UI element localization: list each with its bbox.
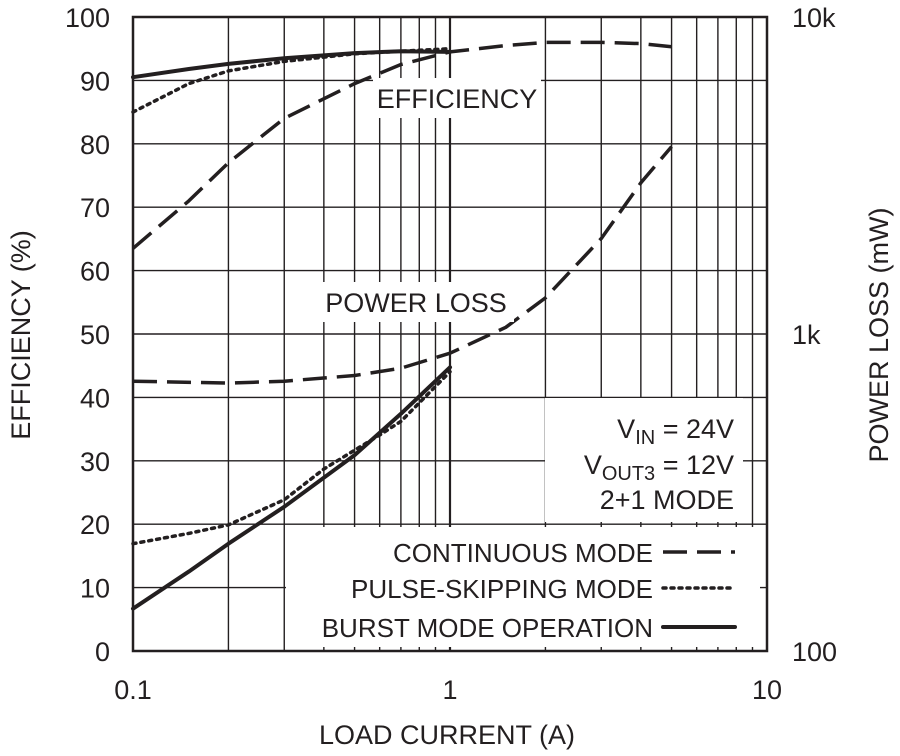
legend: CONTINUOUS MODE PULSE-SKIPPING MODE BURST … <box>286 527 760 647</box>
power-loss-label-background <box>318 282 514 322</box>
y-tick-label: 30 <box>80 447 110 477</box>
x-tick-label: 10 <box>752 675 782 705</box>
y-axis-title: EFFICIENCY (%) <box>6 230 36 440</box>
condition-text: VOUT3 = 12V <box>584 450 734 485</box>
y-tick-label: 40 <box>80 383 110 413</box>
series-line-power-loss-dotted <box>131 370 452 546</box>
conditions-background <box>545 398 743 522</box>
y-tick-label: 60 <box>80 257 110 287</box>
y2-axis-title: POWER LOSS (mW) <box>864 208 894 463</box>
y-tick-label: 70 <box>80 193 110 223</box>
y2-tick-label: 1k <box>792 320 821 350</box>
y-tick-label: 10 <box>80 574 110 604</box>
series-line-power-loss-solid <box>131 365 452 611</box>
y-tick-label: 0 <box>95 637 110 667</box>
power-loss-label: POWER LOSS <box>325 288 507 318</box>
series-lines <box>131 40 673 611</box>
x-tick-label: 0.1 <box>114 675 152 705</box>
y2-tick-label: 10k <box>792 3 836 33</box>
plot-frame <box>131 15 769 653</box>
y2-tick-label: 100 <box>792 637 837 667</box>
x-axis-title: LOAD CURRENT (A) <box>319 720 575 750</box>
efficiency-label-background <box>373 78 541 118</box>
legend-label: CONTINUOUS MODE <box>393 538 653 568</box>
x-tick-label: 1 <box>442 675 457 705</box>
series-line-efficiency-dotted <box>131 46 452 114</box>
efficiency-label: EFFICIENCY <box>377 84 538 114</box>
series-line-power-loss-dashed <box>132 145 673 385</box>
series-line-efficiency-solid <box>131 49 452 80</box>
legend-label: BURST MODE OPERATION <box>322 613 653 643</box>
condition-text: VIN = 24V <box>617 414 734 449</box>
y-tick-label: 20 <box>80 510 110 540</box>
y-tick-label: 50 <box>80 320 110 350</box>
y-tick-label: 100 <box>65 3 110 33</box>
y-tick-label: 90 <box>80 66 110 96</box>
y-tick-label: 80 <box>80 130 110 160</box>
series-line-efficiency-dashed <box>131 40 672 250</box>
condition-text: 2+1 MODE <box>600 485 734 515</box>
legend-label: PULSE-SKIPPING MODE <box>351 574 653 604</box>
